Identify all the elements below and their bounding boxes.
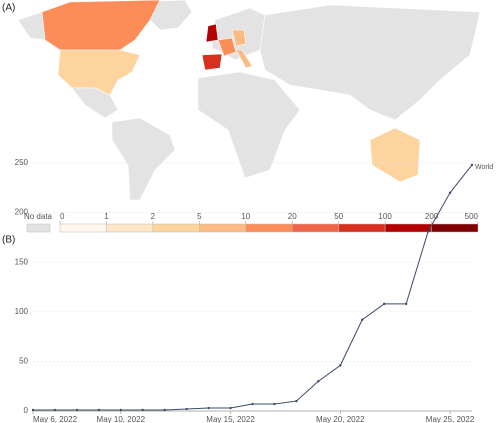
y-tick-label: 0 <box>24 406 29 415</box>
legend-swatch <box>152 223 200 233</box>
point <box>31 408 35 412</box>
legend-swatch <box>338 223 386 233</box>
series-line <box>33 164 473 411</box>
point <box>470 163 474 167</box>
x-tick-label: May 15, 2022 <box>206 415 255 423</box>
world-map <box>17 0 481 201</box>
x-tick-label: May 10, 2022 <box>97 415 146 423</box>
asia <box>259 4 481 121</box>
point <box>251 402 254 406</box>
uk <box>205 23 219 43</box>
point <box>229 406 232 410</box>
y-tick-label: 250 <box>15 158 29 167</box>
australia <box>369 127 421 183</box>
legend-tick-label: 50 <box>334 212 343 221</box>
italy <box>235 49 253 69</box>
point <box>317 380 320 383</box>
canada <box>41 0 161 51</box>
legend-swatch <box>106 223 154 233</box>
legend-tick-label: 1 <box>104 212 109 221</box>
point <box>404 302 408 306</box>
point <box>75 408 79 412</box>
central-america <box>71 87 119 119</box>
legend-tick-label: 500 <box>465 212 479 221</box>
point <box>119 408 123 412</box>
point <box>141 408 144 412</box>
point <box>448 191 452 194</box>
legend-swatch <box>245 223 293 233</box>
point <box>273 402 276 406</box>
legend-swatch <box>384 223 432 233</box>
legend-tick-label: 200 <box>425 212 439 221</box>
legend-tick-label: 0 <box>60 212 65 221</box>
point <box>295 399 298 403</box>
point <box>426 230 430 233</box>
legend-swatch <box>199 223 247 233</box>
germany <box>231 29 247 47</box>
point <box>53 408 57 412</box>
series-label: World <box>475 164 493 171</box>
africa <box>197 71 301 179</box>
point <box>163 408 166 412</box>
legend-swatch <box>291 223 339 233</box>
point <box>97 408 101 412</box>
x-tick-label: May 6, 2022 <box>33 415 78 423</box>
legend-tick-label: 2 <box>151 212 156 221</box>
legend-label: No data <box>24 212 53 221</box>
legend-tick-label: 10 <box>241 212 250 221</box>
y-tick-label: 50 <box>19 357 28 366</box>
usa <box>57 49 141 96</box>
iberia <box>201 53 223 71</box>
map-legend: No data 0 1 2 5 10 20 50 100 200 500 <box>24 212 479 233</box>
point <box>339 364 342 367</box>
alaska <box>17 11 46 41</box>
legend-tick-label: 5 <box>197 212 202 221</box>
x-tick-label: May 20, 2022 <box>316 415 365 423</box>
y-tick-label: 150 <box>15 257 29 266</box>
y-tick-label: 200 <box>15 208 29 217</box>
y-tick-label: 100 <box>15 307 29 316</box>
south-america <box>111 117 176 201</box>
legend-tick-label: 100 <box>378 212 392 221</box>
france <box>217 37 237 57</box>
point <box>207 406 210 410</box>
panel-label: (A) <box>2 3 15 14</box>
point <box>361 318 364 321</box>
panel-label: (B) <box>2 235 15 246</box>
legend-swatch <box>59 223 107 233</box>
x-tick-label: May 25, 2022 <box>426 415 475 423</box>
legend-swatch <box>431 223 479 233</box>
legend-tick-label: 20 <box>288 212 297 221</box>
point <box>383 302 386 306</box>
no-data-swatch <box>26 223 51 233</box>
point <box>185 407 188 411</box>
